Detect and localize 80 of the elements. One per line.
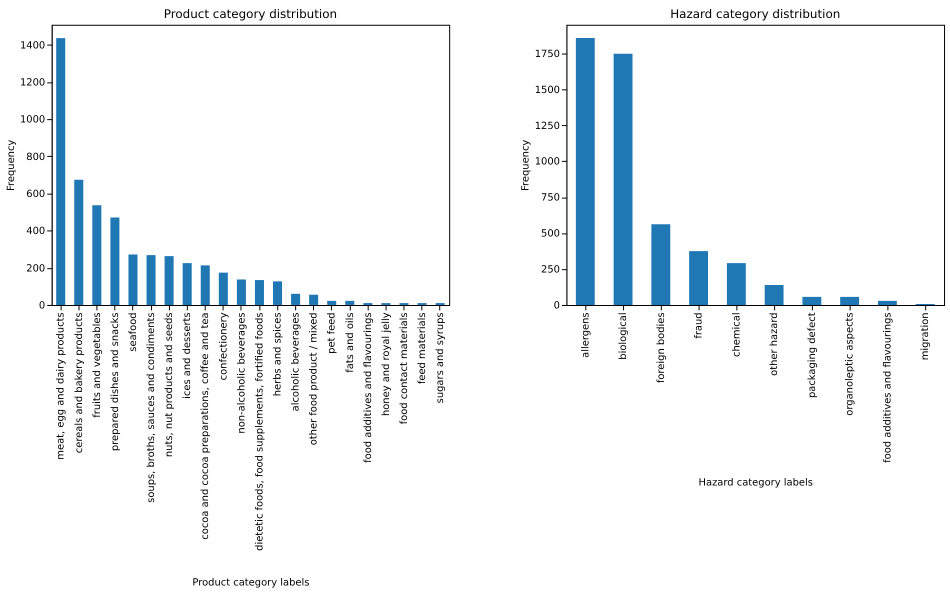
x-tick-label: chemical [731,312,742,357]
bar [327,300,336,305]
bar [689,251,708,305]
x-tick-label: feed materials [417,312,428,384]
y-axis-title: Frequency [520,140,532,191]
bar [614,54,633,305]
y-tick-label: 0 [554,300,560,312]
x-tick-label: food additives and flavourings [882,312,894,463]
x-tick-label: biological [618,312,630,360]
bar [182,263,192,305]
bar [254,280,264,305]
x-tick-label: seafood [128,312,139,352]
y-tick-label: 200 [26,263,46,274]
y-tick-label: 1750 [534,48,560,60]
bar [345,300,354,305]
x-tick-label: sugars and syrups [435,312,446,404]
bar [128,254,138,305]
x-tick-label: alcoholic beverages [290,312,302,412]
y-tick-label: 750 [541,192,560,204]
x-tick-label: cocoa and cocoa preparations, coffee and tea [200,312,212,540]
bar [92,205,102,305]
y-tick-label: 1400 [20,40,46,52]
x-tick-label: other food product / mixed [308,312,320,446]
x-tick-label: organoleptic aspects [844,312,856,416]
x-tick-label: soups, broths, sauces and condiments [146,312,158,503]
x-tick-label: fats and oils [344,312,356,373]
y-tick-label: 1000 [20,114,46,126]
y-tick-label: 1250 [534,120,560,132]
x-tick-label: allergens [580,312,592,358]
y-tick-label: 400 [26,226,46,238]
bar [200,265,210,305]
y-tick-label: 600 [26,189,46,200]
x-tick-label: fruits and vegetables [92,312,103,418]
bar [218,272,228,305]
bar [802,296,822,305]
x-tick-label: cereals and bakery products [74,312,85,454]
x-tick-label: packaging defect [806,312,818,398]
bar [110,217,120,305]
x-tick-label: other hazard [769,312,780,376]
y-axis-title: Frequency [6,140,17,191]
y-tick-label: 500 [541,228,560,240]
y-tick-label: 1000 [534,156,560,168]
x-tick-label: pet feed [326,312,338,354]
bar [840,296,860,305]
x-tick-label: food contact materials [398,312,410,424]
bar [576,38,595,305]
x-tick-label: meat, egg and dairy products [56,312,67,460]
x-tick-label: prepared dishes and snacks [110,312,121,452]
bar [164,256,174,305]
x-tick-label: confectionery [218,312,230,380]
x-tick-label: herbs and spices [272,312,284,396]
bar [236,280,246,305]
bar [726,263,746,305]
bar [291,294,300,305]
chart-title: Hazard category distribution [670,6,840,21]
x-tick-label: fraud [694,312,705,339]
x-tick-label: ices and desserts [182,312,194,399]
bar [651,224,670,305]
y-tick-label: 250 [541,264,560,276]
x-tick-label: migration [920,312,932,360]
x-tick-label: dietetic foods, food supplements, fortified foods [254,312,266,551]
bar [878,300,897,305]
bar [273,281,282,305]
y-tick-label: 0 [38,300,46,312]
x-tick-label: non-alcoholic beverages [236,312,248,434]
x-tick-label: nuts, nut products and seeds [164,312,176,458]
x-axis-title: Hazard category labels [698,477,813,488]
bar [74,180,84,305]
y-tick-label: 800 [26,152,46,163]
y-tick-label: 1500 [534,84,560,96]
x-tick-label: honey and royal jelly [380,312,392,416]
chart-title: Product category distribution [164,6,338,21]
bar [56,38,66,305]
x-tick-label: foreign bodies [656,312,667,384]
x-axis-title: Product category labels [192,577,310,588]
bar [309,294,318,305]
x-tick-label: food additives and flavourings [362,312,374,463]
y-tick-label: 1200 [20,78,46,89]
bar [764,284,784,305]
bar [146,255,156,305]
